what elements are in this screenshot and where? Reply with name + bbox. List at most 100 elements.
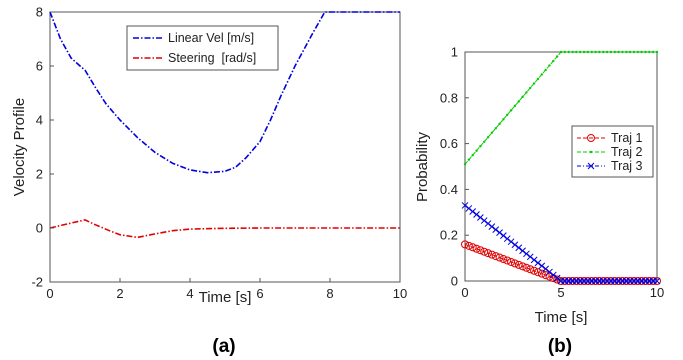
- series-marker-traj-3: [534, 259, 542, 267]
- series-marker-traj-3: [515, 244, 523, 252]
- series-marker-traj-3: [477, 214, 484, 221]
- y-tick-label: 4: [36, 113, 43, 128]
- legend-marker-traj1: [587, 134, 595, 142]
- series-group-b: [461, 50, 661, 285]
- series-marker-traj-2: [598, 50, 601, 54]
- series-marker-traj-3: [496, 229, 503, 236]
- series-marker-traj-3: [503, 235, 511, 243]
- series-marker-traj-1: [491, 252, 500, 261]
- legend-label-traj2: Traj 2: [611, 145, 643, 159]
- series-marker-traj-3: [526, 253, 534, 261]
- x-tick-label: 8: [326, 286, 333, 301]
- series-marker-traj-3: [511, 241, 519, 249]
- legend-a: Linear Vel [m/s] Steering [rad/s]: [126, 25, 279, 71]
- series-marker-traj-2: [563, 50, 567, 54]
- y-tick-label: 6: [36, 59, 43, 74]
- series-marker-traj-2: [632, 50, 636, 54]
- series-marker-traj-2: [590, 50, 593, 54]
- series-marker-traj-3: [473, 211, 480, 218]
- series-marker-traj-1: [464, 241, 473, 250]
- series-marker-traj-2: [544, 68, 547, 72]
- series-marker-traj-3: [542, 265, 549, 273]
- series-marker-traj-1: [533, 268, 542, 277]
- series-marker-traj-2: [475, 149, 478, 152]
- series-marker-traj-2: [640, 50, 643, 54]
- x-tick-label: 10: [650, 285, 664, 300]
- series-marker-traj-1: [476, 246, 485, 255]
- series-marker-traj-3: [519, 247, 526, 255]
- series-marker-traj-3: [461, 202, 469, 209]
- y-tick-label: 0.6: [440, 136, 458, 151]
- series-marker-traj-2: [548, 64, 551, 67]
- y-tick-label: 8: [36, 5, 43, 20]
- series-marker-traj-3: [465, 205, 473, 212]
- series-marker-traj-3: [469, 208, 477, 215]
- series-marker-traj-2: [621, 50, 624, 54]
- series-marker-traj-2: [559, 50, 563, 54]
- series-marker-traj-2: [617, 50, 620, 54]
- series-marker-traj-2: [571, 50, 574, 54]
- x-tick-label: 10: [393, 286, 407, 301]
- series-marker-traj-3: [488, 223, 496, 230]
- series-marker-traj-3: [500, 232, 507, 240]
- series-marker-traj-2: [536, 77, 540, 81]
- series-marker-traj-1: [526, 265, 535, 274]
- y-tick-label: 0.4: [440, 182, 458, 197]
- series-marker-traj-2: [579, 50, 582, 54]
- series-marker-traj-1: [530, 266, 539, 275]
- series-marker-traj-1: [495, 253, 504, 262]
- series-marker-traj-3: [484, 220, 492, 227]
- series-marker-traj-2: [525, 91, 528, 94]
- series-marker-traj-1: [507, 257, 516, 266]
- series-marker-traj-3: [553, 274, 561, 282]
- series-marker-traj-2: [648, 50, 651, 54]
- series-marker-traj-3: [530, 256, 538, 264]
- series-marker-traj-2: [655, 50, 659, 54]
- series-marker-traj-2: [498, 122, 501, 126]
- x-tick-label: 2: [116, 286, 123, 301]
- series-marker-traj-2: [529, 86, 532, 90]
- series-marker-traj-2: [471, 154, 474, 157]
- series-marker-traj-2: [486, 136, 490, 139]
- series-marker-traj-2: [479, 145, 482, 148]
- legend-marker-traj3: [587, 162, 595, 170]
- series-marker-traj-3: [523, 250, 530, 258]
- series-line-traj-3: [464, 205, 657, 282]
- series-marker-traj-1: [468, 243, 477, 252]
- series-marker-traj-2: [513, 104, 517, 108]
- legend-b: Traj 1 Traj 2 Traj 3: [571, 125, 654, 178]
- series-marker-traj-1: [487, 250, 496, 259]
- x-axis-label-b: Time [s]: [535, 309, 588, 326]
- series-line-linear-vel-m-s: [49, 11, 400, 174]
- series-marker-traj-2: [651, 50, 655, 54]
- series-marker-traj-1: [522, 263, 531, 272]
- series-marker-traj-2: [463, 163, 467, 166]
- series-marker-traj-3: [507, 238, 515, 246]
- series-marker-traj-1: [537, 269, 546, 278]
- x-tick-label: 5: [557, 285, 564, 300]
- legend-label-traj1: Traj 1: [611, 131, 643, 145]
- series-marker-traj-2: [628, 50, 632, 54]
- series-marker-traj-2: [540, 73, 543, 76]
- series-marker-traj-1: [510, 259, 519, 268]
- series-marker-traj-2: [521, 95, 524, 99]
- series-marker-traj-2: [506, 113, 509, 117]
- series-marker-traj-1: [472, 244, 481, 253]
- series-marker-traj-2: [586, 50, 590, 54]
- y-axis-label-b: Probability: [414, 131, 431, 202]
- series-marker-traj-2: [509, 109, 513, 112]
- y-tick-label: 0: [451, 274, 458, 289]
- series-marker-traj-3: [546, 268, 553, 276]
- series-marker-traj-1: [503, 256, 512, 265]
- series-marker-traj-1: [484, 249, 493, 258]
- y-axis-label-a: Velocity Profile: [11, 98, 28, 196]
- series-marker-traj-3: [538, 262, 546, 270]
- x-tick-label: 6: [256, 286, 263, 301]
- y-tick-label: 1: [451, 45, 458, 60]
- series-marker-traj-1: [461, 240, 469, 249]
- y-tick-label: 0: [36, 221, 43, 236]
- series-marker-traj-2: [609, 50, 613, 54]
- series-marker-traj-3: [549, 271, 557, 279]
- series-marker-traj-2: [594, 50, 597, 54]
- series-marker-traj-2: [605, 50, 609, 54]
